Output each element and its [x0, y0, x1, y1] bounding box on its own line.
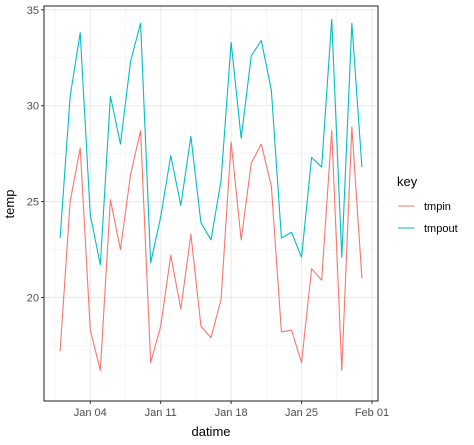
x-tick-label: Jan 25: [285, 407, 318, 419]
legend-label-tmpout: tmpout: [424, 223, 458, 235]
legend: key tmpin tmpout: [396, 174, 458, 238]
legend-item-tmpin: tmpin: [396, 196, 451, 216]
y-axis-title: temp: [2, 190, 17, 219]
panel-background: [44, 6, 378, 401]
y-tick-label: 35: [27, 5, 39, 17]
y-axis: 20 25 30 35: [27, 5, 44, 304]
x-axis: Jan 04 Jan 11 Jan 18 Jan 25 Feb 01: [74, 401, 389, 419]
series-lines: [59, 18, 363, 371]
legend-item-tmpout: tmpout: [396, 218, 458, 238]
grid-major: [44, 6, 378, 401]
x-tick-label: Jan 04: [74, 407, 107, 419]
legend-title: key: [397, 174, 418, 189]
y-tick-label: 25: [27, 197, 39, 209]
y-tick-label: 30: [27, 101, 39, 113]
grid-minor: [44, 6, 378, 401]
x-tick-label: Jan 11: [145, 407, 177, 419]
panel-border: [43, 5, 379, 402]
y-tick-label: 20: [27, 292, 39, 304]
x-axis-title: datime: [191, 424, 230, 439]
legend-label-tmpin: tmpin: [424, 201, 451, 213]
series-line-tmpout: [59, 18, 363, 266]
x-tick-label: Jan 18: [215, 407, 248, 419]
series-line-tmpin: [59, 126, 363, 371]
x-tick-label: Feb 01: [355, 407, 389, 419]
